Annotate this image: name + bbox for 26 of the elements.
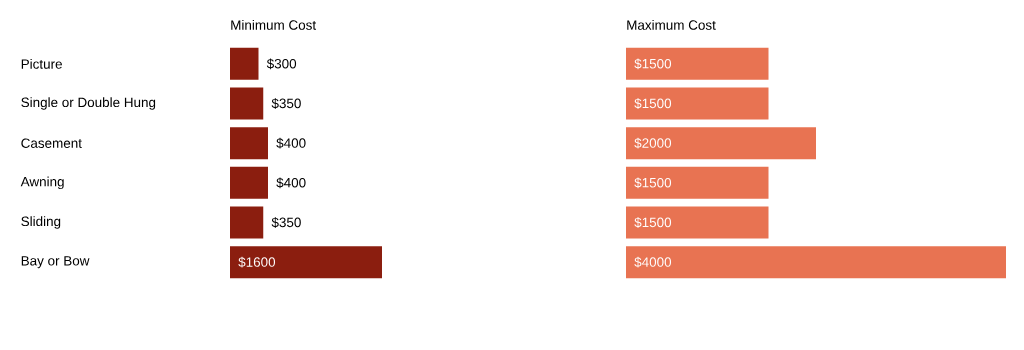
data-label: $1600 bbox=[238, 256, 276, 268]
bar bbox=[230, 246, 382, 279]
bar bbox=[230, 127, 268, 160]
chart-title: Maximum Cost bbox=[627, 19, 716, 30]
data-label: $300 bbox=[266, 58, 297, 70]
bar bbox=[230, 87, 264, 120]
y-tick-label: Single or Double Hung bbox=[21, 97, 156, 110]
bar bbox=[230, 206, 264, 239]
data-label: $4000 bbox=[634, 256, 672, 268]
data-label: $400 bbox=[276, 137, 306, 149]
chart-title: Minimum Cost bbox=[231, 19, 317, 30]
data-label: $350 bbox=[271, 217, 301, 228]
y-tick-label: Bay or Bow bbox=[21, 256, 90, 269]
y-tick-label: Picture bbox=[21, 58, 62, 69]
data-label: $1500 bbox=[634, 217, 672, 228]
data-label: $400 bbox=[276, 177, 306, 189]
data-label: $1500 bbox=[634, 58, 672, 70]
y-tick-label: Awning bbox=[20, 176, 64, 190]
data-label: $1500 bbox=[634, 98, 672, 109]
data-label: $350 bbox=[271, 98, 301, 109]
y-tick-label: Casement bbox=[21, 138, 82, 148]
y-tick-label: Sliding bbox=[21, 216, 61, 229]
bar bbox=[230, 166, 268, 199]
data-label: $1500 bbox=[634, 177, 672, 189]
bar bbox=[230, 47, 259, 80]
data-label: $2000 bbox=[634, 137, 672, 149]
